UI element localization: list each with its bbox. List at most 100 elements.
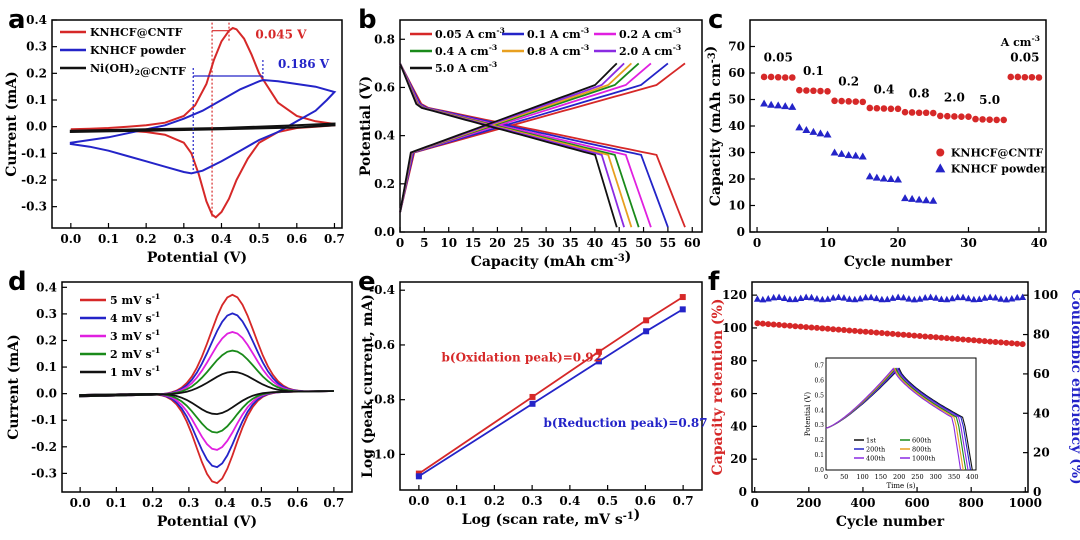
data-point	[813, 324, 820, 331]
panel-a: 0.0 0.1 0.2 0.3 0.4 0.5 0.6 0.7 -0.3 -0.2 -0.1 0.0 0…	[4, 5, 345, 266]
data-point	[895, 331, 902, 338]
data-point	[981, 294, 989, 301]
data-point	[859, 98, 867, 106]
data-point	[795, 123, 804, 131]
data-point	[933, 334, 939, 341]
data-point	[1007, 73, 1015, 81]
data-point	[831, 97, 838, 105]
data-point	[922, 109, 930, 117]
data-point	[808, 324, 815, 331]
legend-label: KNHCF@CNTF	[951, 147, 1044, 160]
data-point	[943, 335, 950, 342]
legend-swatch	[935, 163, 946, 173]
data-point	[943, 295, 951, 303]
x-tick-label: 60	[684, 236, 701, 250]
data-point	[802, 293, 810, 301]
x-tick-label: 600	[905, 496, 930, 510]
data-point	[1008, 295, 1016, 302]
inset-y-tick-label: 0.3	[814, 422, 824, 429]
rate-label: 0.1	[803, 64, 824, 78]
y-tick-label: -0.3	[31, 466, 57, 480]
data-point	[889, 330, 896, 337]
inset-y-tick-label: 0.0	[814, 467, 824, 474]
legend-label: 0.1 A cm-3	[527, 26, 589, 41]
data-point	[1035, 74, 1043, 81]
data-point	[808, 293, 816, 301]
x-tick-label: 0.6	[635, 494, 656, 508]
x-tick-label: 1000	[1009, 496, 1042, 510]
data-point	[972, 115, 979, 123]
series-line	[79, 370, 334, 416]
rate-label: 0.2	[838, 75, 859, 89]
inset-x-tick-label: 100	[856, 473, 868, 481]
y-tick-label: -0.2	[21, 173, 47, 187]
data-point	[964, 294, 972, 302]
legend-label: 0.2 A cm-3	[619, 26, 681, 41]
series-line	[418, 308, 684, 478]
panel-label: f	[708, 267, 720, 297]
x-axis-label: Capacity (mAh cm-3)	[471, 249, 632, 270]
inset-legend-label: 400th	[866, 455, 885, 463]
data-point	[835, 293, 843, 300]
data-point	[887, 105, 895, 113]
data-point	[838, 97, 845, 105]
inset-x-tick-label: 50	[840, 473, 848, 481]
inset-chart: 0 50 100 150 200 250 300 350 400 0.0 0.1 0.2 0.3 0.4 0…	[804, 357, 979, 490]
x-tick-label: 0.0	[70, 496, 91, 510]
panel-label: e	[358, 267, 376, 297]
x-tick-label: 800	[959, 496, 984, 510]
data-point	[802, 125, 811, 133]
x-tick-label: 0.6	[287, 496, 308, 510]
data-point	[1019, 341, 1026, 348]
data-point	[792, 323, 799, 330]
data-point	[915, 195, 924, 203]
data-point	[975, 295, 983, 302]
data-point	[786, 295, 794, 303]
series-line	[69, 78, 337, 175]
x-tick-label: 20	[890, 236, 907, 250]
data-point	[765, 321, 772, 328]
x-tick-label: 0	[753, 236, 761, 250]
data-point	[780, 294, 788, 301]
series-line	[418, 296, 684, 475]
data-point	[1002, 295, 1010, 303]
data-point	[894, 293, 902, 300]
data-point	[997, 339, 1004, 346]
series-line	[399, 62, 618, 213]
data-point	[932, 294, 940, 301]
x-tick-label: 0	[396, 236, 404, 250]
y-tick-label: 20	[728, 172, 745, 186]
data-point	[760, 99, 769, 107]
data-point	[858, 152, 867, 160]
y-tick-label: 70	[728, 40, 745, 54]
data-point	[816, 129, 825, 137]
y-axis-label: Current (mA)	[6, 334, 22, 439]
y-tick-label: 0.4	[36, 280, 57, 294]
y-tick-label: -0.1	[21, 146, 47, 160]
data-point	[845, 295, 853, 302]
y-axis-label: Capacity retention (%)	[710, 299, 726, 476]
legend-label: 2.0 A cm-3	[619, 43, 681, 58]
y-tick-label: 0.4	[26, 13, 47, 27]
inset-x-tick-label: 350	[948, 473, 960, 481]
x-tick-label: 25	[513, 236, 530, 250]
data-point	[759, 320, 766, 327]
legend-swatch	[936, 148, 945, 157]
inset-x-tick-label: 0	[824, 473, 828, 481]
inset-y-tick-label: 0.4	[814, 407, 824, 414]
inset-legend-label: 1st	[866, 437, 876, 445]
legend-label: 2 mV s-1	[110, 346, 160, 361]
data-point	[1013, 293, 1021, 301]
x-tick-label: 0.3	[173, 232, 194, 246]
panel-d: 0.0 0.1 0.2 0.3 0.4 0.5 0.6 0.7 -0.3 -0.2 -0.1 0.0 0…	[6, 267, 353, 530]
data-point	[775, 293, 783, 301]
data-point	[937, 295, 945, 303]
data-point	[901, 108, 909, 116]
x-tick-label: 0.7	[324, 232, 345, 246]
data-point	[889, 294, 897, 301]
data-point	[851, 295, 859, 303]
data-point	[872, 173, 881, 181]
data-point	[879, 174, 888, 182]
x-tick-label: 10	[440, 236, 457, 250]
inset-legend-label: 800th	[912, 446, 931, 454]
